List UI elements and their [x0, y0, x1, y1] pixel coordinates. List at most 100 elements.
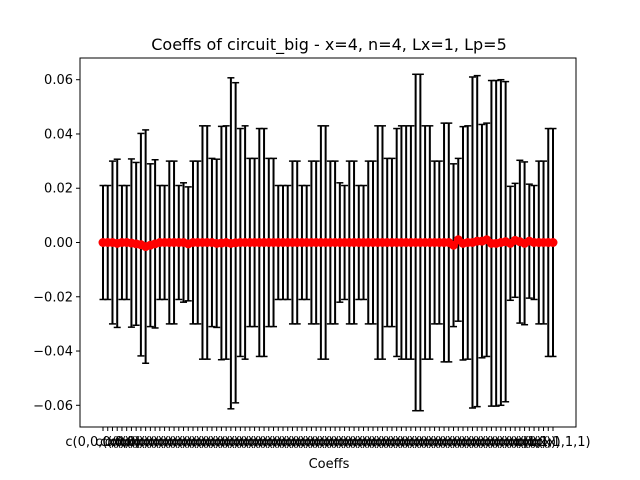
x-tick-label: c(x)	[181, 435, 206, 450]
x-tick-label: c(x)	[237, 435, 262, 450]
x-tick-label: c(x)	[413, 435, 438, 450]
x-tick-label: c(0,0,0,0,0)	[65, 435, 140, 450]
x-tick-label: c(x)	[157, 435, 182, 450]
x-tick-label: c(x)	[124, 435, 149, 450]
x-tick-label: c(x)	[398, 435, 423, 450]
y-tick-label: −0.02	[33, 290, 73, 305]
x-tick-label: c(x)	[271, 435, 296, 450]
x-tick-label: c(x)	[147, 435, 172, 450]
x-tick-label: c(x)	[204, 435, 229, 450]
x-tick-label: c(x)	[233, 435, 258, 450]
x-tick-label: c(x)	[427, 435, 452, 450]
x-axis-label: Coeffs	[309, 457, 350, 472]
x-tick-label: c(x)	[479, 435, 504, 450]
x-tick-label: c(x)	[119, 435, 144, 450]
x-tick-label: c(x)	[460, 435, 485, 450]
x-tick-label: c(x)	[503, 435, 528, 450]
x-tick-label: c(x)	[114, 435, 139, 450]
x-tick-label: c(x)	[365, 435, 390, 450]
x-tick-label: c(x)	[394, 435, 419, 450]
x-tick-label: c(x)	[171, 435, 196, 450]
x-tick-label: c(x)	[526, 435, 551, 450]
x-tick-label: c(x)	[512, 435, 537, 450]
x-tick-label: c(x)	[337, 435, 362, 450]
x-tick-label: c(x)	[465, 435, 490, 450]
x-tick-label: c(x)	[223, 435, 248, 450]
x-tick-label: c(x)	[209, 435, 234, 450]
y-tick-label: −0.06	[33, 399, 73, 414]
y-tick-label: 0.06	[44, 73, 73, 88]
x-tick-label: c(x)	[342, 435, 367, 450]
x-tick-label: c(x)	[133, 435, 158, 450]
plot-frame	[79, 57, 577, 428]
x-tick-label: c(x)	[318, 435, 343, 450]
x-tick-label: c(x)	[105, 435, 130, 450]
x-tick-label: c(x)	[536, 435, 561, 450]
x-tick-label: c(x)	[95, 435, 120, 450]
x-tick-label: c(x)	[451, 435, 476, 450]
x-tick-label: c(x)	[384, 435, 409, 450]
x-tick-label: c(x)	[128, 435, 153, 450]
y-tick-label: −0.04	[33, 345, 73, 360]
x-tick-label: c(x)	[218, 435, 243, 450]
x-tick-label: c(x)	[469, 435, 494, 450]
x-tick-label: c(x)	[162, 435, 187, 450]
x-tick-label: c(x)	[190, 435, 215, 450]
x-tick-label: c(x)	[294, 435, 319, 450]
x-tick-label: c(x)	[361, 435, 386, 450]
x-tick-label: c(x)	[166, 435, 191, 450]
x-tick-label: c(x)	[261, 435, 286, 450]
x-ticks: c(0,0,0,0,0)c(x)c(x)c(x)c(x)c(x)c(x)c(x)…	[65, 427, 591, 450]
x-tick-label: c(x)	[436, 435, 461, 450]
x-tick-label: c(x)	[332, 435, 357, 450]
y-tick-label: 0.04	[44, 127, 73, 142]
x-tick-label: c(x)	[275, 435, 300, 450]
x-tick-label: c(x)	[256, 435, 281, 450]
x-tick-label: c(x)	[138, 435, 163, 450]
x-tick-label: c(1,1,1,1,1)	[515, 435, 590, 450]
x-tick-label: c(x)	[304, 435, 329, 450]
x-tick-label: c(x)	[346, 435, 371, 450]
x-tick-label: c(x)	[214, 435, 239, 450]
x-tick-label: c(x)	[228, 435, 253, 450]
x-tick-label: c(x)	[242, 435, 267, 450]
x-tick-label: c(x)	[507, 435, 532, 450]
x-tick-label: c(x)	[308, 435, 333, 450]
x-tick-label: c(x)	[531, 435, 556, 450]
x-tick-label: c(x)	[143, 435, 168, 450]
x-tick-label: c(x)	[152, 435, 177, 450]
x-tick-label: c(x)	[313, 435, 338, 450]
x-tick-label: c(x)	[417, 435, 442, 450]
x-tick-label: c(x)	[195, 435, 220, 450]
x-tick-label: c(x)	[422, 435, 447, 450]
x-tick-label: c(x)	[498, 435, 523, 450]
x-tick-label: c(x)	[185, 435, 210, 450]
x-tick-label: c(x)	[517, 435, 542, 450]
x-tick-label: c(x)	[474, 435, 499, 450]
x-tick-label: c(x)	[327, 435, 352, 450]
data-points	[98, 235, 558, 252]
x-tick-label: c(x)	[266, 435, 291, 450]
x-tick-label: c(x)	[176, 435, 201, 450]
y-tick-label: 0.00	[44, 236, 73, 251]
x-tick-label: c(x)	[408, 435, 433, 450]
x-tick-label: c(x)	[375, 435, 400, 450]
x-tick-label: c(x)	[488, 435, 513, 450]
x-tick-label: c(x)	[432, 435, 457, 450]
x-tick-label: c(x)	[441, 435, 466, 450]
x-tick-label: c(x)	[351, 435, 376, 450]
x-tick-label: c(x)	[455, 435, 480, 450]
x-tick-label: c(x)	[493, 435, 518, 450]
x-tick-label: c(x)	[370, 435, 395, 450]
x-tick-label: c(x)	[252, 435, 277, 450]
y-ticks: −0.06 −0.04 −0.02 0.00 0.02 0.04 0.06	[33, 73, 80, 414]
x-tick-label: c(x)	[285, 435, 310, 450]
x-tick-label: c(x)	[389, 435, 414, 450]
x-tick-label: c(x)	[484, 435, 509, 450]
x-tick-label: c(x)	[289, 435, 314, 450]
x-tick-label: c(x)	[379, 435, 404, 450]
x-tick-label: c(x)	[199, 435, 224, 450]
x-tick-label: c(x)	[323, 435, 348, 450]
y-tick-label: 0.02	[44, 182, 73, 197]
